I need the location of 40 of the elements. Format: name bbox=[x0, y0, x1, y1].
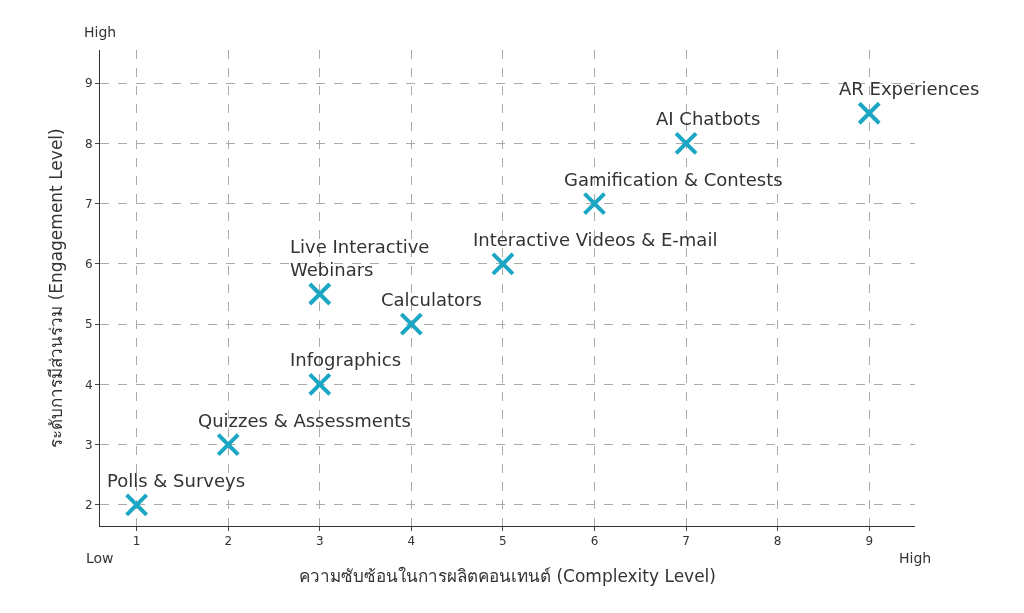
annotation: Quizzes & Assessments bbox=[198, 410, 411, 431]
y-tick-label: 6 bbox=[84, 257, 93, 272]
x-tick-label: 4 bbox=[407, 534, 416, 549]
text: High bbox=[899, 550, 932, 566]
point bbox=[857, 101, 882, 126]
point bbox=[399, 312, 424, 337]
point bbox=[216, 432, 241, 457]
x-tick-label: 2 bbox=[224, 534, 233, 549]
y-tick-label: 5 bbox=[84, 317, 93, 332]
annotation: AI Chatbots bbox=[656, 108, 761, 129]
point bbox=[307, 372, 332, 397]
annotation: Gamification & Contests bbox=[564, 169, 783, 190]
point bbox=[307, 282, 332, 307]
point bbox=[674, 131, 699, 156]
x-tick-label: 6 bbox=[590, 534, 599, 549]
y-tick-label: 7 bbox=[84, 196, 93, 211]
annotation: Interactive Videos & E-mail bbox=[473, 229, 718, 250]
x-tick-label: 1 bbox=[132, 534, 141, 549]
x-axis-title: ความซับซ้อนในการผลิตคอนเทนต์ (Complexity Level) bbox=[299, 565, 716, 586]
text: High bbox=[84, 24, 117, 40]
x-tick-label: 3 bbox=[315, 534, 324, 549]
text: Low bbox=[86, 550, 114, 566]
y-tick-label: 9 bbox=[84, 76, 93, 91]
point bbox=[124, 492, 149, 517]
x-tick-label: 9 bbox=[865, 534, 874, 549]
point bbox=[490, 251, 515, 276]
annotation: Live Interactive Webinars bbox=[290, 236, 430, 281]
y-axis-title: ระดับการมีส่วนร่วม (Engagement Level) bbox=[45, 128, 66, 448]
x-tick-label: 7 bbox=[682, 534, 690, 549]
annotation: AR Experiences bbox=[839, 78, 980, 99]
x-tick-label: 8 bbox=[773, 534, 782, 549]
point bbox=[582, 191, 607, 216]
x-tick-label: 5 bbox=[499, 534, 507, 549]
annotation: Infographics bbox=[290, 349, 402, 370]
y-tick-label: 3 bbox=[84, 437, 93, 452]
y-tick-label: 4 bbox=[84, 377, 93, 392]
y-tick-label: 8 bbox=[84, 136, 93, 151]
y-tick-label: 2 bbox=[84, 498, 93, 513]
annotation: Calculators bbox=[381, 289, 482, 310]
annotation: Polls & Surveys bbox=[107, 470, 246, 491]
